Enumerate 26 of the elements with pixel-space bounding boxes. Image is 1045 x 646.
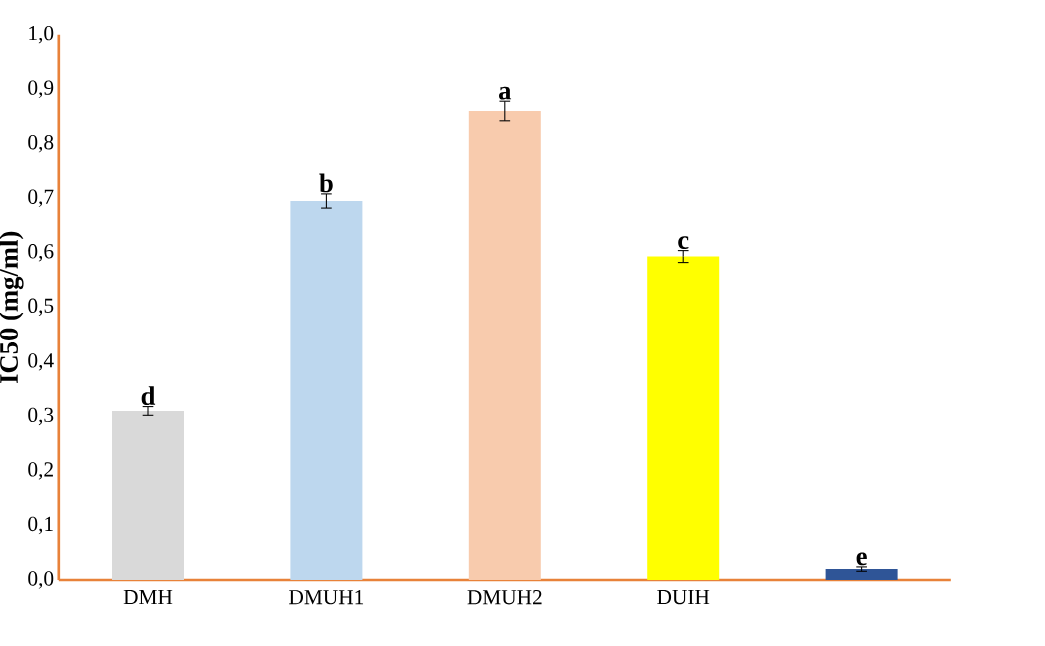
y-tick-label: 0,2 (28, 462, 53, 480)
y-tick-label: 0,5 (28, 298, 54, 317)
y-tick-label: 0,3 (28, 407, 54, 426)
x-tick-label: DMUH1 (289, 590, 364, 605)
bar (290, 200, 363, 580)
y-tick-label: 1,0 (29, 25, 54, 44)
annotation: a (499, 86, 512, 100)
x-tick-label: DMUH2 (467, 590, 542, 605)
annotation: e (856, 552, 867, 566)
x-tick-label: DUIH (657, 590, 710, 605)
bar (825, 569, 898, 580)
bar (468, 111, 541, 580)
annotation: d (141, 386, 156, 405)
y-tick-label: 0,6 (28, 244, 54, 262)
y-tick-label: 0,4 (28, 353, 54, 371)
x-tick-label: DMH (123, 590, 173, 605)
y-tick-label: 0,9 (28, 80, 54, 98)
y-tick-label: 0,8 (28, 135, 54, 153)
annotation: b (319, 173, 333, 193)
y-tick-label: 0,7 (28, 189, 54, 207)
annotation: c (678, 236, 689, 250)
y-axis-title: IC50 (mg/ml) (0, 231, 24, 384)
bar (112, 410, 184, 580)
y-tick-label: 0,0 (28, 571, 54, 589)
bar (647, 256, 720, 580)
y-tick-label: 0,1 (28, 516, 53, 535)
